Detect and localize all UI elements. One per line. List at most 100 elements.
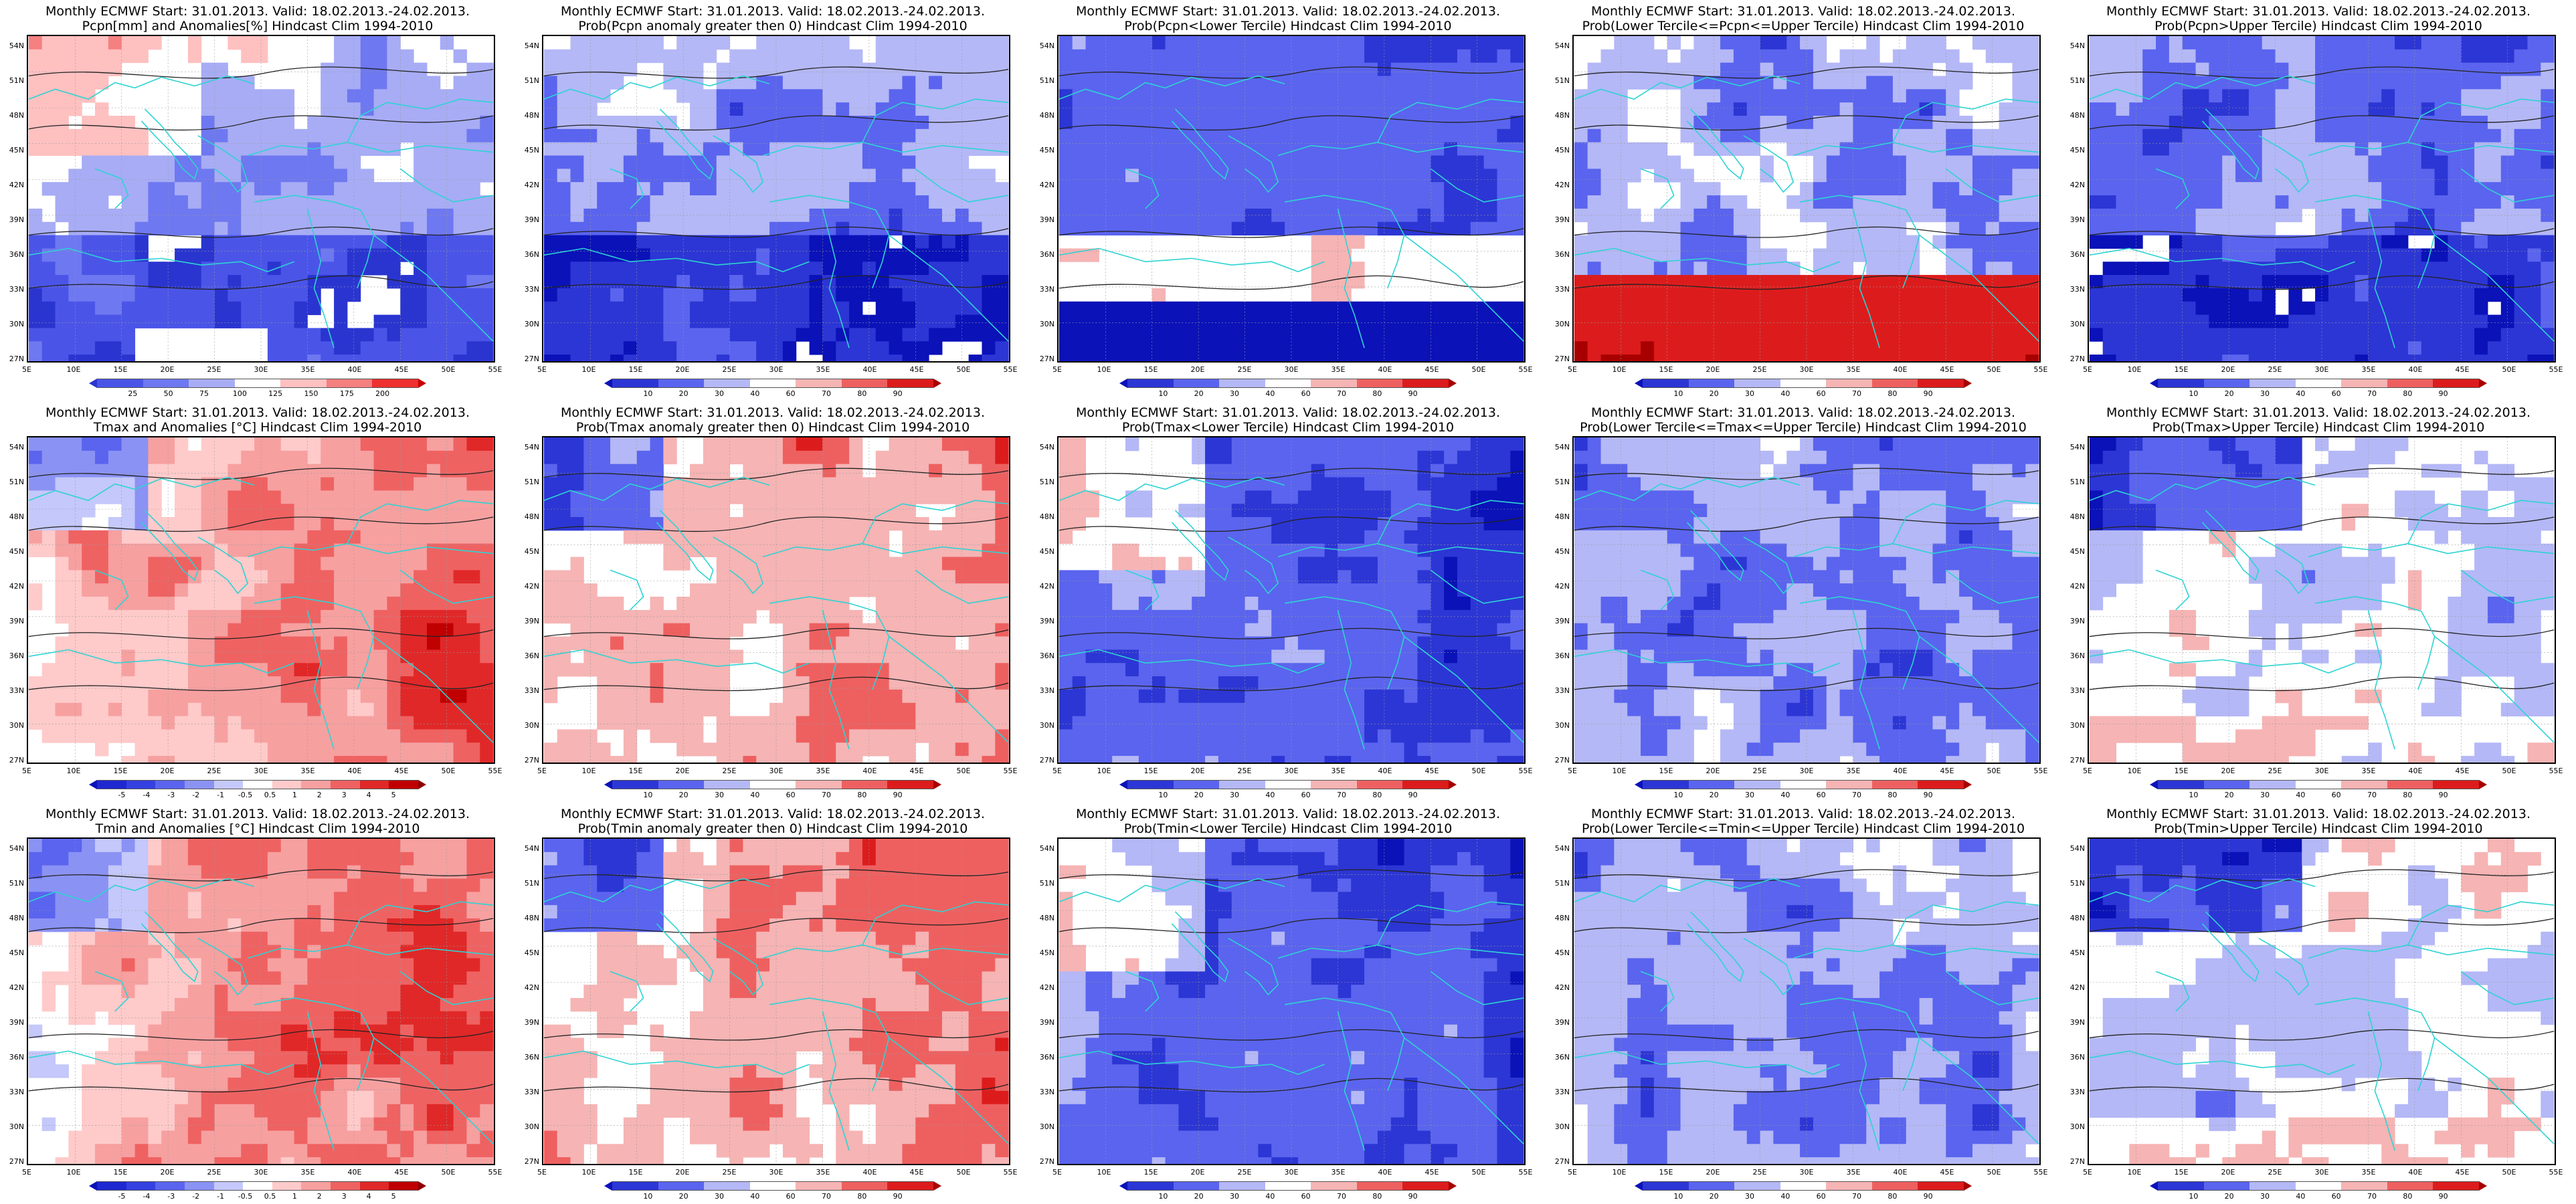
lat-tick-label: 51N <box>1039 879 1054 888</box>
lat-tick-label: 30N <box>1554 721 1570 730</box>
lon-tick-label: 15E <box>1659 365 1673 374</box>
colorbar-segment <box>1871 1181 1918 1191</box>
colorbar-segment <box>2249 1181 2296 1191</box>
colorbar-segment <box>841 379 888 388</box>
lon-tick-label: 50E <box>1987 365 2001 374</box>
colorbar-label: 70 <box>822 389 831 398</box>
lat-tick-label: 54N <box>9 844 24 853</box>
lat-tick-label: 42N <box>1554 181 1570 189</box>
forecast-map-field <box>1059 437 1524 763</box>
colorbar-segment <box>326 379 373 388</box>
colorbar-segment <box>1127 379 1174 388</box>
colorbar-label: 90 <box>2438 1192 2448 1201</box>
colorbar-label: -4 <box>143 1192 151 1201</box>
lon-tick-label: 15E <box>628 1168 643 1177</box>
colorbar-segment <box>1780 780 1827 789</box>
lat-tick-label: 36N <box>1039 1053 1054 1062</box>
colorbar-segment <box>1311 379 1358 388</box>
colorbar-label: 4 <box>366 1192 371 1201</box>
lon-tick-label: 55E <box>2549 365 2563 374</box>
colorbar <box>1119 1181 1457 1191</box>
colorbar-segment <box>704 379 751 388</box>
lon-tick-label: 55E <box>1003 365 1018 374</box>
lon-tick-label: 25E <box>207 767 221 775</box>
lon-tick-label: 15E <box>113 767 128 775</box>
shaded-field <box>1574 839 2039 1164</box>
colorbar <box>1635 379 1972 388</box>
lat-tick-label: 27N <box>1554 756 1570 765</box>
lat-tick-label: 30N <box>9 721 24 730</box>
lat-tick-label: 51N <box>1039 478 1054 486</box>
lon-tick-label: 55E <box>2549 767 2563 775</box>
contour-lines <box>543 66 1009 290</box>
colorbar-label: 60 <box>1301 791 1311 799</box>
lat-tick-label: 45N <box>1039 146 1054 155</box>
colorbar-segment <box>1918 379 1964 388</box>
lat-tick-label: 33N <box>1039 285 1054 294</box>
colorbar-label: 80 <box>1372 1192 1382 1201</box>
lat-tick-label: 39N <box>1039 215 1054 224</box>
lat-tick-label: 39N <box>1554 617 1570 625</box>
lon-tick-label: 20E <box>675 767 690 775</box>
lat-tick-label: 33N <box>9 285 24 294</box>
colorbar-label: 70 <box>2367 1192 2377 1201</box>
lat-tick-label: 36N <box>1554 250 1570 259</box>
colorbar-label: 40 <box>1780 389 1790 398</box>
colorbar-segment <box>612 379 659 388</box>
colorbar <box>1119 780 1457 789</box>
colorbar-low-arrow <box>2150 1181 2158 1191</box>
lat-tick-label: 36N <box>1039 250 1054 259</box>
lon-tick-label: 50E <box>441 365 456 374</box>
colorbar-label: 90 <box>1923 389 1933 398</box>
colorbar-label: 40 <box>1265 389 1275 398</box>
colorbar-segment <box>2295 780 2342 789</box>
colorbar-segment <box>243 1181 273 1191</box>
colorbar-label: 80 <box>2403 389 2413 398</box>
lat-tick-label: 27N <box>2069 1157 2085 1166</box>
colorbar-label: 30 <box>2260 791 2270 799</box>
forecast-map <box>1057 837 1526 1165</box>
colorbar-label: 70 <box>822 791 831 799</box>
forecast-map <box>1057 436 1526 764</box>
colorbar-segment <box>1173 1181 1220 1191</box>
lat-tick-label: 42N <box>1554 582 1570 591</box>
lon-tick-label: 10E <box>581 365 596 374</box>
colorbar-segment <box>749 780 796 789</box>
lon-tick-label: 40E <box>1378 767 1392 775</box>
forecast-map <box>1572 436 2041 764</box>
lat-tick-label: 36N <box>1554 651 1570 660</box>
colorbar-label: -2 <box>192 1192 200 1201</box>
colorbar-segment <box>612 780 659 789</box>
lon-tick-label: 10E <box>1097 767 1111 775</box>
colorbar-label: -0.5 <box>238 1192 253 1201</box>
colorbar-label: 20 <box>1709 791 1719 799</box>
colorbar-label: 40 <box>750 389 760 398</box>
colorbar-segment <box>658 379 705 388</box>
colorbar-label: 60 <box>786 1192 796 1201</box>
lat-tick-label: 45N <box>2069 948 2085 957</box>
colorbar-label: 10 <box>643 791 653 799</box>
colorbar-label: -5 <box>118 791 126 799</box>
lon-tick-label: 5E <box>2083 767 2092 775</box>
forecast-map <box>542 35 1010 363</box>
coastlines <box>28 476 494 750</box>
lon-tick-label: 25E <box>207 1168 221 1177</box>
forecast-map-field <box>1059 36 1524 361</box>
colorbar-label: 90 <box>1923 1192 1933 1201</box>
lat-tick-label: 48N <box>2069 111 2085 120</box>
lon-tick-label: 10E <box>2127 1168 2142 1177</box>
panel-title-line1: Monthly ECMWF Start: 31.01.2013. Valid: … <box>561 807 985 821</box>
lon-tick-label: 20E <box>1706 365 1720 374</box>
lon-tick-label: 55E <box>1003 1168 1018 1177</box>
colorbar-segment <box>1780 1181 1827 1191</box>
colorbar-label: 60 <box>1816 1192 1826 1201</box>
colorbar-label: 30 <box>1230 389 1239 398</box>
lat-tick-label: 33N <box>1554 1088 1570 1096</box>
lon-tick-label: 35E <box>1846 767 1861 775</box>
colorbar-segment <box>1356 780 1403 789</box>
lon-tick-label: 55E <box>1518 767 1533 775</box>
lat-tick-label: 30N <box>524 1122 539 1131</box>
lon-tick-label: 55E <box>2033 365 2048 374</box>
forecast-map <box>1572 837 2041 1165</box>
colorbar-label: 100 <box>232 389 247 398</box>
